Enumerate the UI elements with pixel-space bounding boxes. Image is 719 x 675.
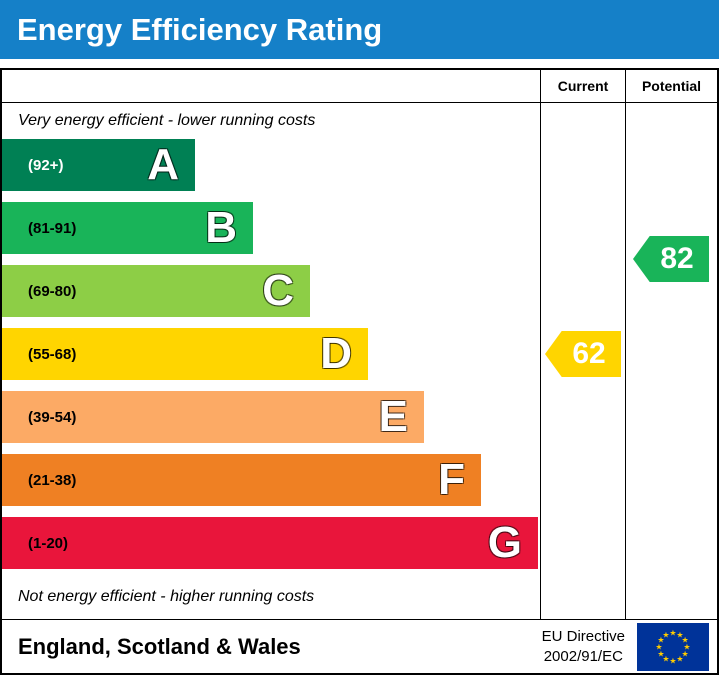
footer-right: EU Directive 2002/91/EC ★ ★ ★ ★ ★ ★ ★ ★ … [542,622,709,671]
page-title: Energy Efficiency Rating [17,11,383,47]
band-range-label: (69-80) [28,282,77,300]
band-bar-c: (69-80) C [2,265,310,317]
band-range-label: (55-68) [28,345,77,363]
eu-flag-icon: ★ ★ ★ ★ ★ ★ ★ ★ ★ ★ ★ ★ [637,622,709,671]
band-row: (69-80) C [2,265,540,328]
band-bar-b: (81-91) B [2,202,253,254]
band-bar-a: (92+) A [2,139,195,191]
band-letter: E [378,392,408,441]
svg-text:★: ★ [682,635,689,644]
eu-directive-line2: 2002/91/EC [543,647,623,665]
band-bar-g: (1-20) G [2,517,538,569]
band-row: (1-20) G [2,517,540,580]
epc-chart: Current Potential Very energy efficient … [0,68,719,675]
current-column: 62 [540,103,625,619]
band-range-label: (1-20) [28,534,69,552]
band-letter: D [320,329,352,378]
band-row: (81-91) B [2,202,540,265]
band-row: (39-54) E [2,391,540,454]
top-note: Very energy efficient - lower running co… [18,112,316,129]
band-row: (55-68) D [2,328,540,391]
svg-text:★: ★ [676,630,683,639]
svg-text:★: ★ [662,630,669,639]
band-letter: A [147,140,179,189]
column-header-potential: Potential [625,70,717,102]
svg-text:★: ★ [676,654,683,663]
band-bar-f: (21-38) F [2,454,481,506]
header-spacer [2,70,540,102]
eu-directive-label: EU Directive 2002/91/EC [542,627,625,666]
potential-rating-value: 82 [660,242,694,275]
svg-text:★: ★ [657,635,664,644]
band-bar-d: (55-68) D [2,328,368,380]
column-header-current: Current [540,70,625,102]
band-range-label: (81-91) [28,219,77,237]
potential-column: 82 [625,103,717,619]
band-letter: B [205,203,237,252]
svg-text:★: ★ [683,642,690,651]
chart-body: Very energy efficient - lower running co… [2,103,717,619]
svg-text:★: ★ [682,649,689,658]
band-row: (21-38) F [2,454,540,517]
band-letter: F [438,455,465,504]
column-header-row: Current Potential [2,70,717,103]
current-rating-value: 62 [572,337,606,370]
band-range-label: (21-38) [28,471,77,489]
svg-text:★: ★ [669,656,676,665]
bottom-note: Not energy efficient - higher running co… [18,588,315,605]
svg-text:★: ★ [662,654,669,663]
band-letter: G [487,518,522,567]
band-row: (92+) A [2,139,540,202]
svg-text:★: ★ [669,628,676,637]
current-rating-arrow: 62 [545,331,621,377]
footer: England, Scotland & Wales EU Directive 2… [2,619,717,673]
svg-text:★: ★ [655,642,662,651]
title-gap [0,59,719,68]
band-range-label: (92+) [28,156,64,174]
eu-directive-line1: EU Directive [541,628,625,645]
svg-text:★: ★ [657,649,664,658]
bands-area: Very energy efficient - lower running co… [2,103,540,619]
band-range-label: (39-54) [28,408,77,426]
potential-rating-arrow: 82 [633,236,709,282]
band-bar-e: (39-54) E [2,391,424,443]
region-label: England, Scotland & Wales [18,633,301,659]
title-bar: Energy Efficiency Rating [0,0,719,59]
band-letter: C [262,266,294,315]
